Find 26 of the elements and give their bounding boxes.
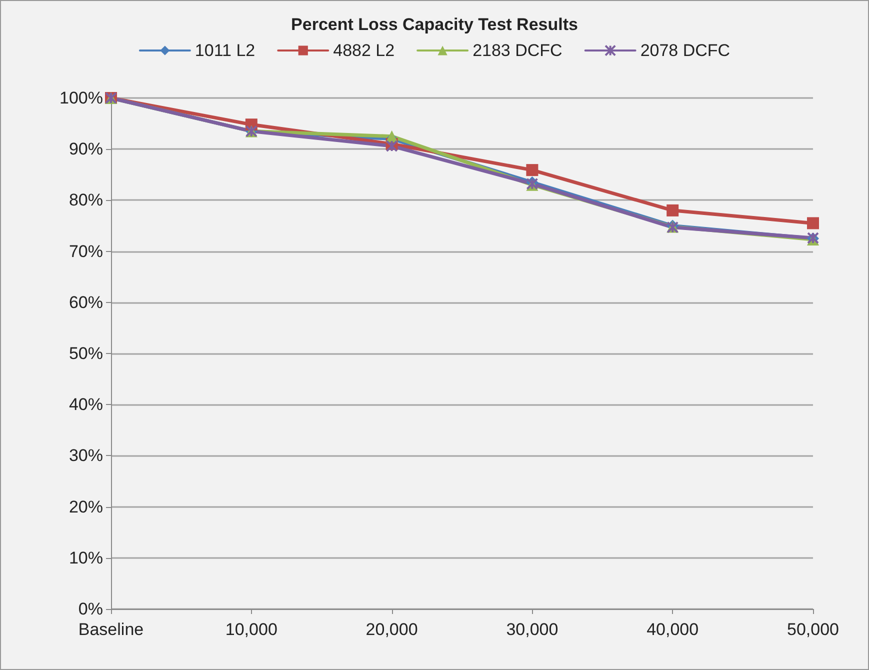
y-tick-label: 50% xyxy=(68,344,103,363)
legend-label: 4882 L2 xyxy=(333,41,395,60)
x-tick-label: 30,000 xyxy=(506,620,558,639)
point xyxy=(807,217,819,230)
x-tick-label: 10,000 xyxy=(225,620,278,639)
y-tick-label: 100% xyxy=(60,88,103,108)
x-tick-label: 40,000 xyxy=(646,620,699,639)
y-tick-label: 80% xyxy=(68,190,103,210)
y-tick-label: 60% xyxy=(68,292,103,312)
point xyxy=(666,204,679,216)
legend-label: 2183 DCFC xyxy=(472,41,562,60)
y-tick-label: 90% xyxy=(68,140,103,159)
y-tick-label: 10% xyxy=(68,548,103,568)
x-tick-label: Baseline xyxy=(78,620,144,639)
chart-title: Percent Loss Capacity Test Results xyxy=(291,15,578,34)
point xyxy=(386,140,398,152)
y-tick-label: 40% xyxy=(68,395,103,414)
x-tick-label: 20,000 xyxy=(366,620,418,639)
x-tick-label: 50,000 xyxy=(787,620,839,639)
y-tick-label: 30% xyxy=(68,446,103,466)
point xyxy=(526,164,538,176)
legend-label: 1011 L2 xyxy=(194,41,256,60)
y-tick-label: 20% xyxy=(68,497,103,516)
y-tick-label: 0% xyxy=(78,600,103,618)
y-tick-label: 70% xyxy=(68,242,103,261)
legend-label: 2078 DCFC xyxy=(640,41,730,60)
